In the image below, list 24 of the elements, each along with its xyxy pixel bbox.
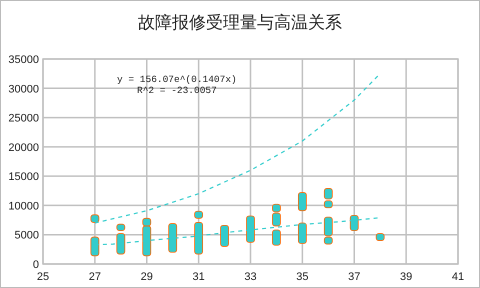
y-tick-label: 10000 (8, 200, 39, 212)
y-tick-label: 5000 (14, 230, 39, 242)
y-tick-label: 20000 (8, 142, 39, 154)
bar (298, 192, 307, 212)
line-series (94, 73, 381, 224)
annotation: R^2 = -23.0057 (137, 85, 217, 96)
bar (376, 233, 385, 241)
y-tick-label: 0 (32, 259, 39, 271)
x-tick-label: 41 (452, 271, 464, 283)
y-tick-label: 35000 (8, 54, 39, 66)
x-tick-label: 39 (400, 271, 412, 283)
x-tick-label: 27 (88, 271, 101, 283)
x-tick-label: 37 (348, 271, 360, 283)
y-tick-label: 25000 (8, 112, 39, 125)
annotation: y = 156.07e^(0.1407x) (117, 74, 237, 85)
x-tick-label: 31 (192, 271, 205, 283)
bar (272, 230, 281, 246)
x-tick-label: 25 (36, 271, 50, 283)
y-tick-label: 15000 (8, 171, 39, 184)
y-tick-label: 30000 (8, 83, 39, 96)
chart-title: 故障报修受理量与高温关系 (138, 13, 342, 32)
x-tick-label: 33 (244, 271, 257, 283)
x-tick-label: 35 (296, 271, 308, 283)
x-tick-label: 29 (140, 271, 153, 283)
